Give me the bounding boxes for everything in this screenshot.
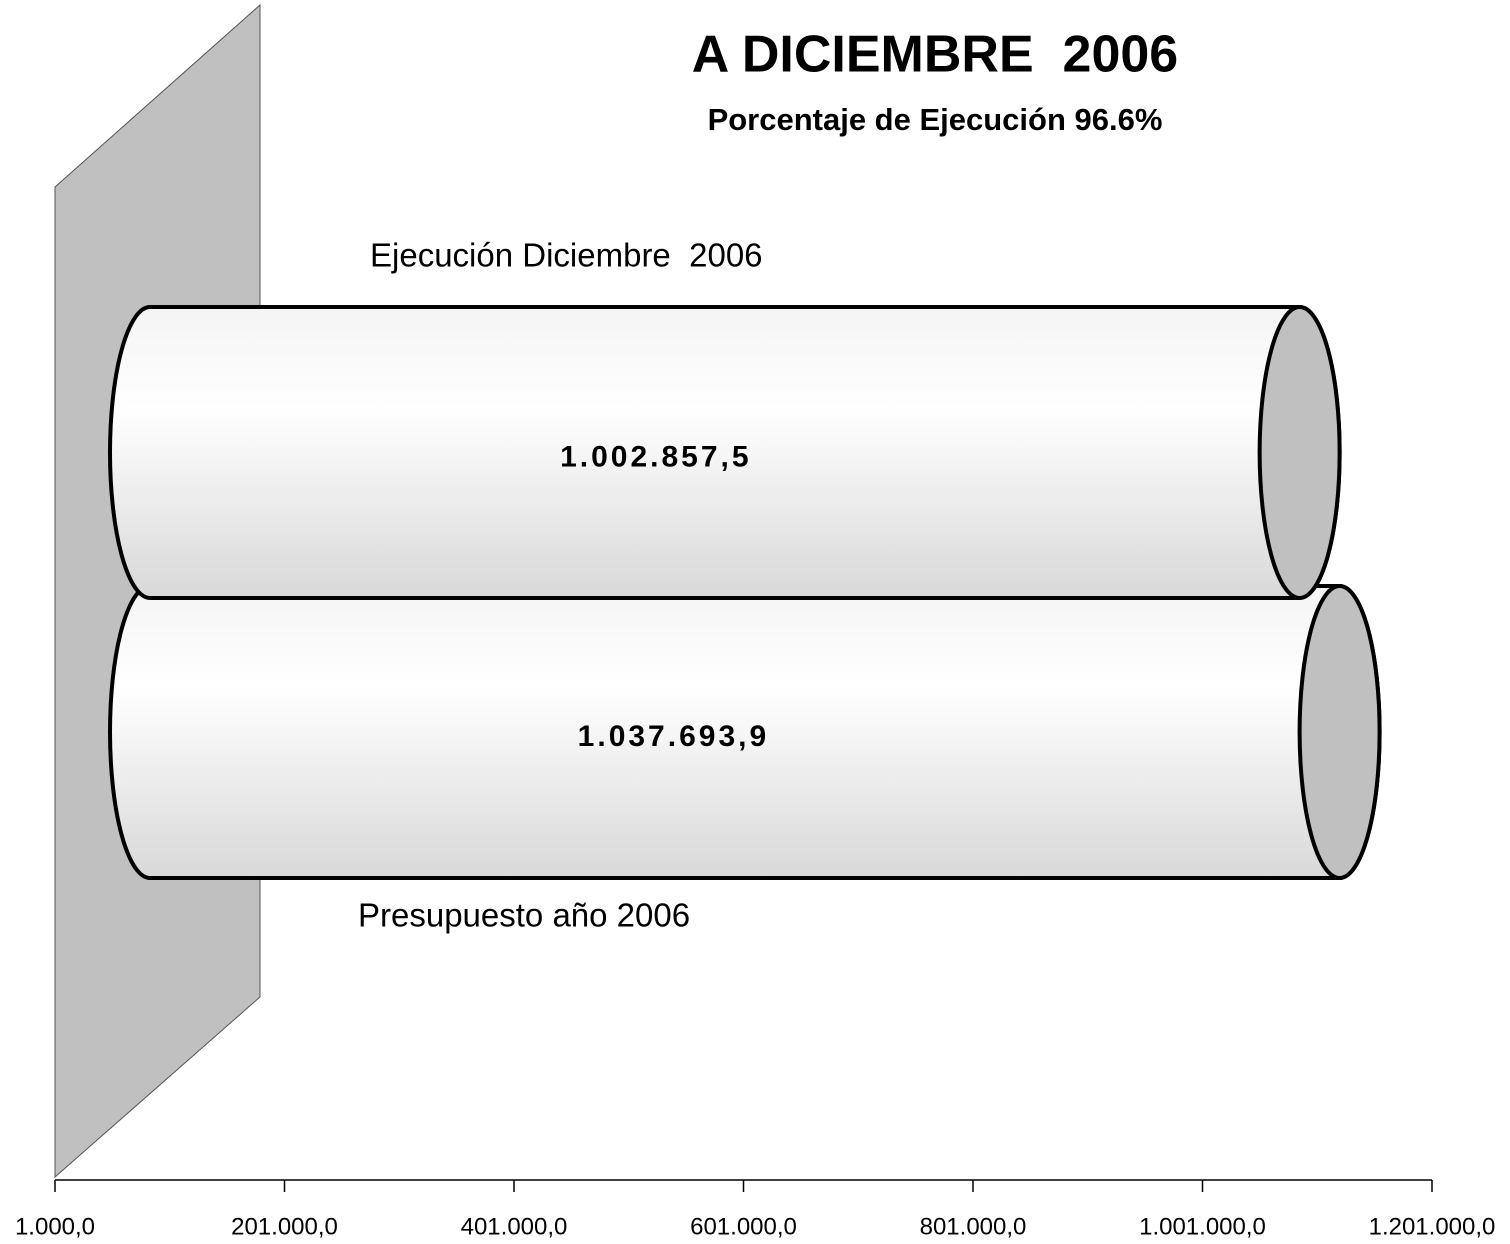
category-label: Presupuesto año 2006 — [358, 897, 690, 934]
chart-title: A DICIEMBRE 2006 — [692, 26, 1178, 84]
category-label: Ejecución Diciembre 2006 — [370, 237, 763, 274]
x-tick-label: 601.000,0 — [690, 1213, 797, 1240]
chart-subtitle: Porcentaje de Ejecución 96.6% — [708, 102, 1163, 137]
cylinder-cap — [1297, 584, 1382, 880]
x-tick-label: 201.000,0 — [231, 1213, 338, 1240]
cylinder-cap — [1257, 305, 1342, 600]
x-tick-label: 1.001.000,0 — [1139, 1213, 1266, 1240]
x-tick-label: 401.000,0 — [461, 1213, 568, 1240]
value-label: 1.037.693,9 — [578, 720, 769, 753]
x-tick-label: 1.201.000,0 — [1369, 1213, 1496, 1240]
x-tick-label: 801.000,0 — [920, 1213, 1027, 1240]
x-tick-label: 1.000,0 — [15, 1213, 95, 1240]
value-label: 1.002.857,5 — [560, 440, 751, 473]
